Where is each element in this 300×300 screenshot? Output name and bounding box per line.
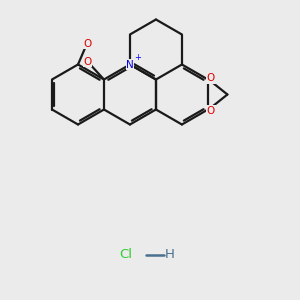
- Text: +: +: [134, 52, 141, 62]
- Text: O: O: [207, 73, 215, 83]
- Text: N: N: [126, 59, 134, 70]
- Text: O: O: [83, 56, 92, 67]
- Text: Cl: Cl: [119, 248, 133, 262]
- Text: O: O: [207, 106, 215, 116]
- Text: H: H: [165, 248, 174, 262]
- Text: O: O: [83, 38, 91, 49]
